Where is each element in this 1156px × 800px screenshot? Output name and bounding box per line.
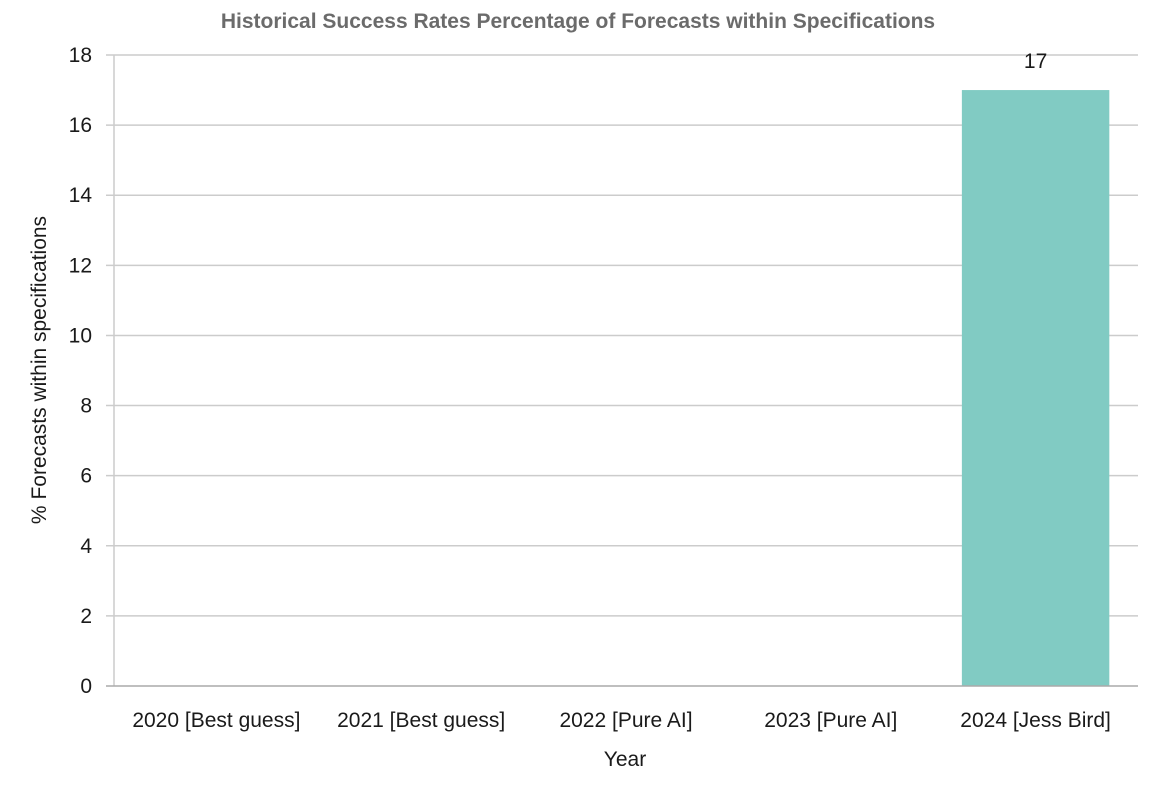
- data-label: 17: [1024, 50, 1047, 73]
- y-axis-ticks: 0 2 4 6 8 10 12 14 16 18: [69, 44, 93, 698]
- y-tick-label: 2: [80, 605, 92, 628]
- x-tick-label: 2022 [Pure AI]: [559, 709, 692, 732]
- gridlines: [106, 54, 1138, 617]
- data-labels: 17: [1024, 50, 1047, 73]
- bar: [961, 90, 1110, 687]
- y-tick-label: 12: [69, 254, 92, 277]
- y-tick-label: 14: [69, 184, 93, 207]
- y-tick-label: 18: [69, 44, 92, 67]
- y-tick-label: 16: [69, 114, 92, 137]
- y-tick-label: 8: [80, 395, 92, 418]
- y-tick-label: 4: [80, 535, 92, 558]
- bars: [961, 90, 1110, 687]
- x-tick-label: 2024 [Jess Bird]: [960, 709, 1111, 732]
- y-tick-label: 0: [80, 675, 92, 698]
- y-axis-title: % Forecasts within specifications: [28, 216, 51, 524]
- x-axis-ticks: 2020 [Best guess] 2021 [Best guess] 2022 […: [132, 709, 1111, 732]
- x-tick-label: 2020 [Best guess]: [132, 709, 300, 732]
- x-tick-label: 2023 [Pure AI]: [764, 709, 897, 732]
- y-tick-label: 10: [69, 324, 92, 347]
- x-tick-label: 2021 [Best guess]: [337, 709, 505, 732]
- y-tick-label: 6: [80, 465, 92, 488]
- x-axis-title: Year: [604, 748, 646, 771]
- chart-title: Historical Success Rates Percentage of F…: [221, 10, 935, 33]
